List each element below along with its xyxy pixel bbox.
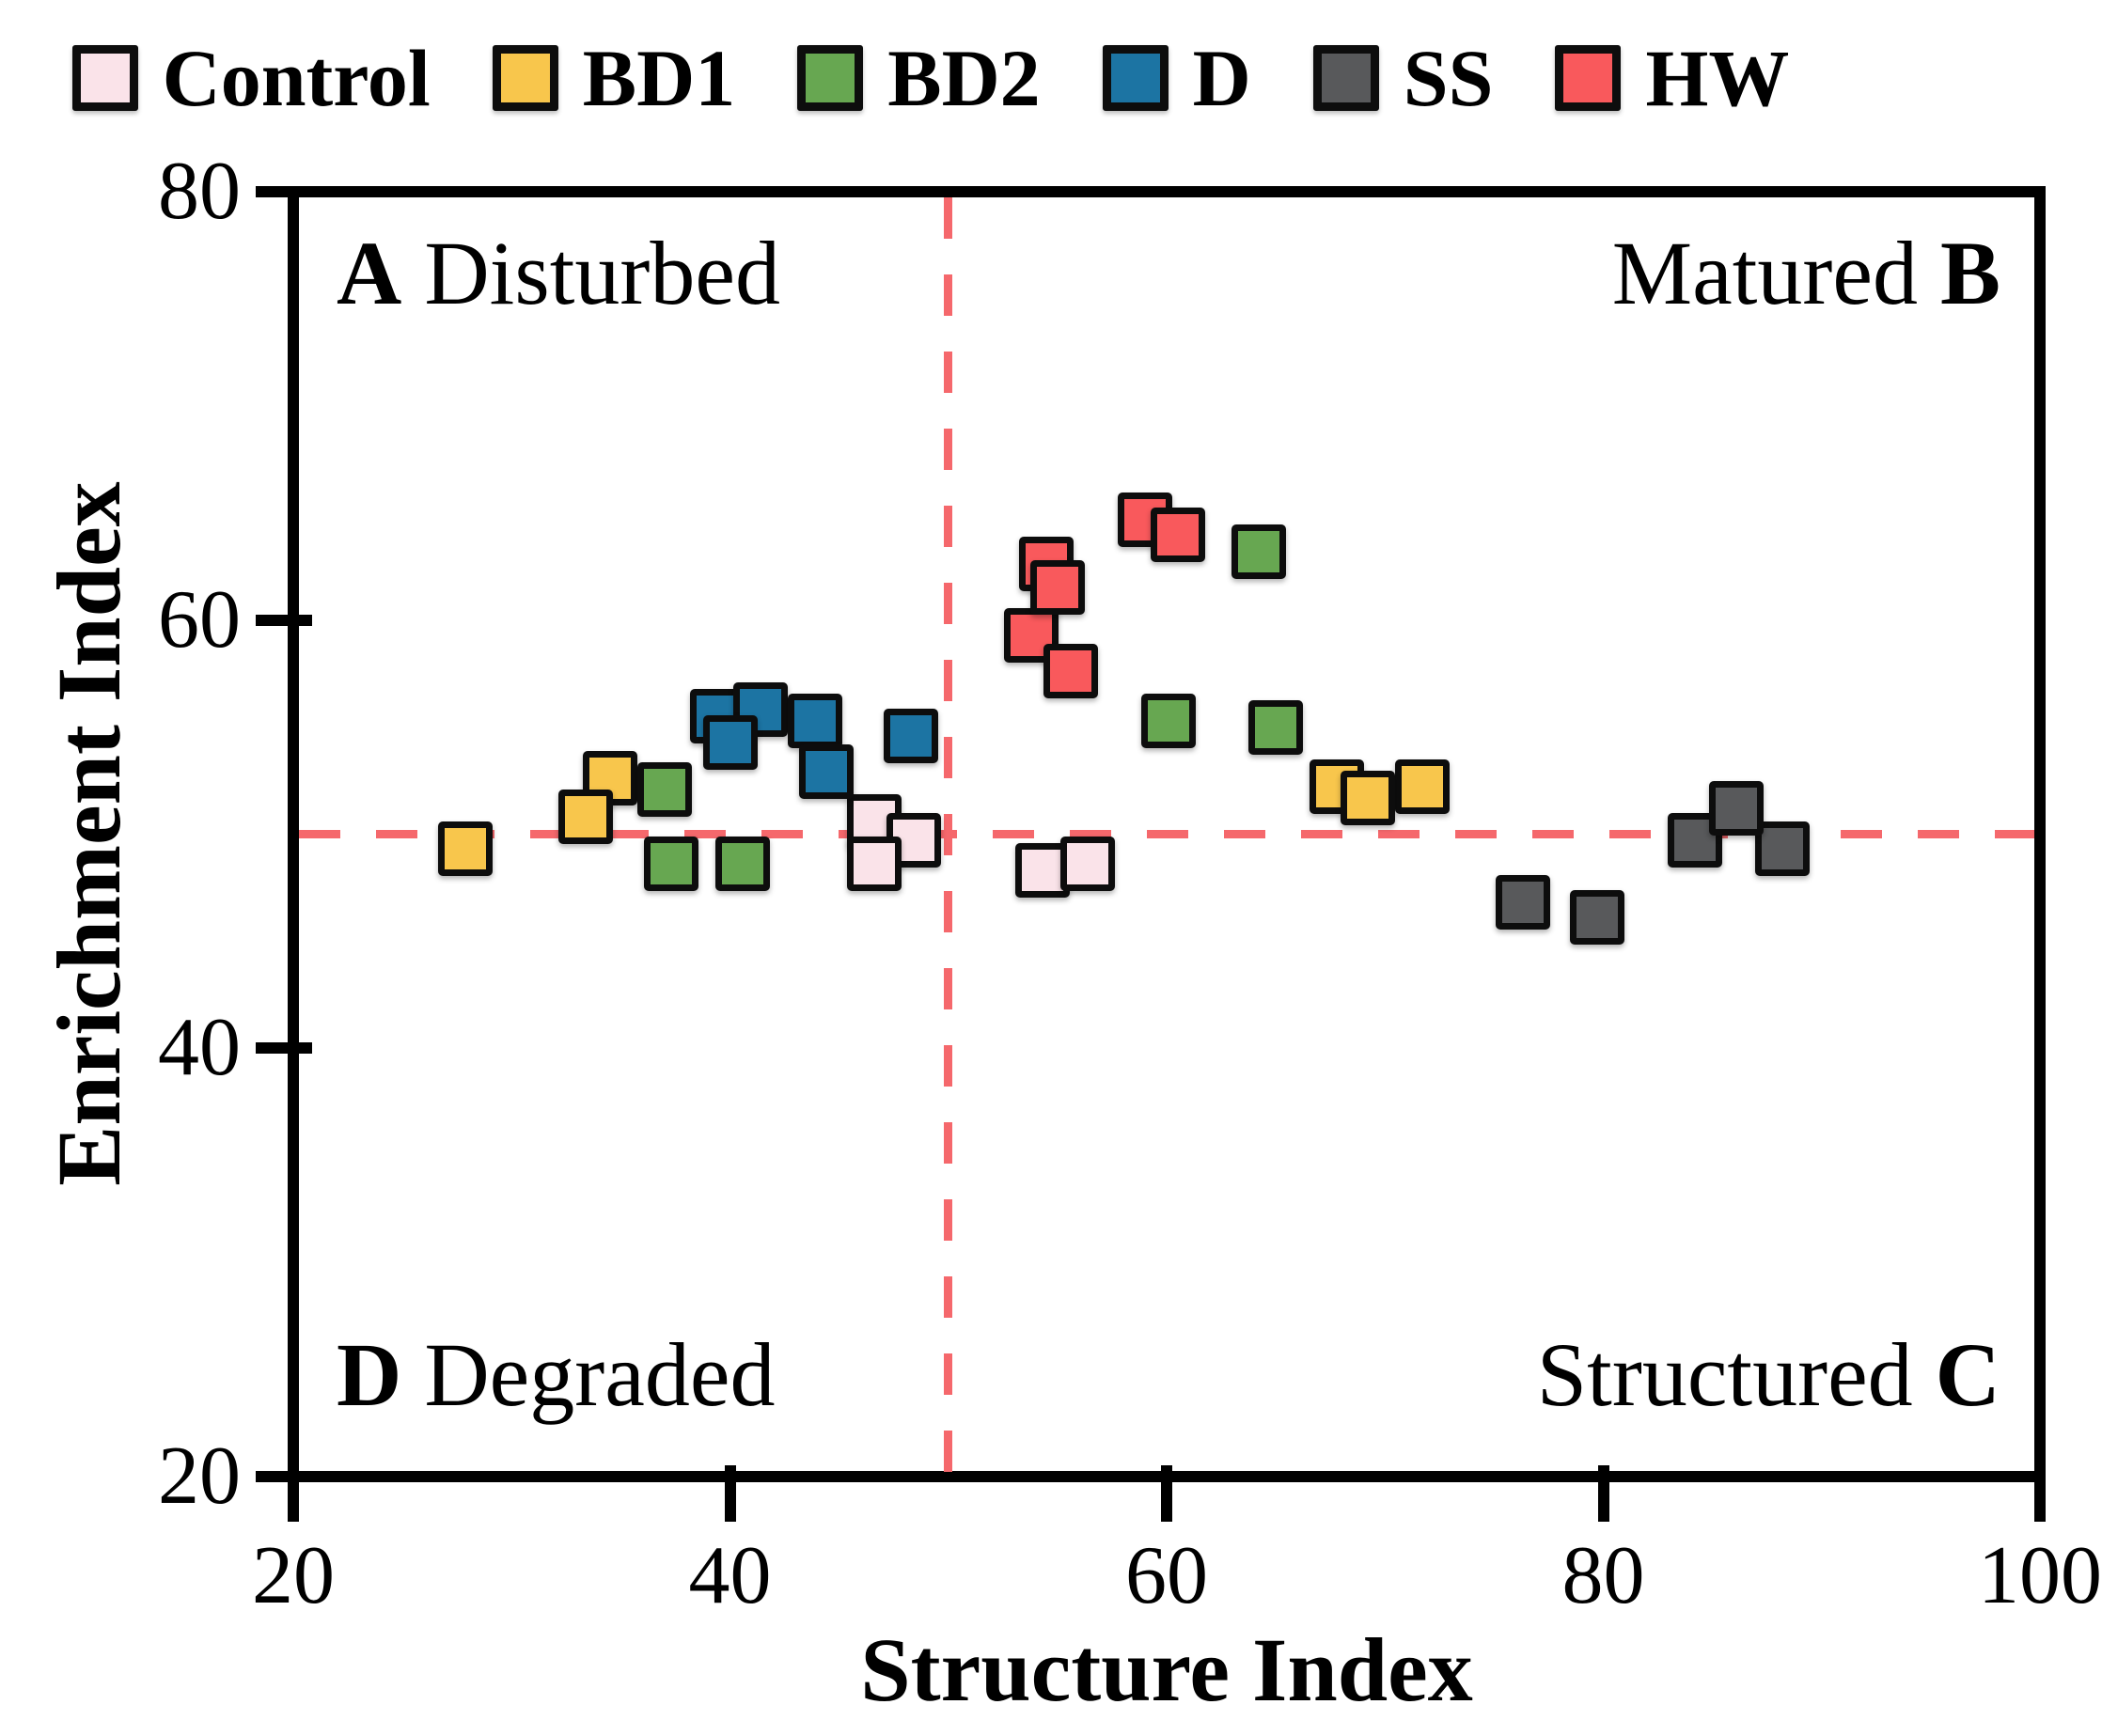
quadrant-letter: D — [337, 1324, 402, 1425]
y-axis-tick — [256, 1471, 312, 1482]
legend-swatch-control — [71, 45, 138, 111]
x-axis-title: Structure Index — [860, 1619, 1473, 1720]
data-point-hw — [1029, 560, 1085, 616]
y-tick-label: 20 — [158, 1431, 241, 1522]
data-point-ss — [1495, 875, 1550, 931]
legend-swatch-hw — [1555, 45, 1622, 111]
reference-line-vertical — [944, 197, 953, 1477]
data-point-d — [702, 714, 758, 770]
x-tick-label: 100 — [1978, 1530, 2102, 1621]
data-point-ss — [1569, 890, 1624, 946]
data-point-bd2 — [1141, 693, 1197, 748]
y-tick-label: 80 — [158, 146, 241, 237]
y-tick-label: 60 — [158, 573, 241, 665]
x-tick-label: 60 — [1125, 1530, 1208, 1621]
data-point-bd2 — [636, 761, 692, 817]
y-axis-tick — [256, 614, 312, 626]
legend-swatch-bd1 — [492, 45, 558, 111]
data-point-bd1 — [438, 821, 494, 877]
legend-swatch-ss — [1312, 45, 1379, 111]
quadrant-label-structured: Structured C — [1536, 1324, 2000, 1425]
legend-item: SS — [1312, 33, 1494, 123]
legend-label: HW — [1645, 33, 1790, 123]
y-tick-label: 40 — [158, 1002, 241, 1094]
quadrant-letter: B — [1939, 223, 2000, 323]
data-point-ss — [1709, 781, 1765, 837]
reference-line-horizontal — [299, 830, 2034, 838]
quadrant-letter: A — [337, 223, 402, 323]
legend-label: BD2 — [887, 33, 1041, 123]
x-tick-label: 20 — [252, 1530, 335, 1621]
quadrant-label-disturbed: A Disturbed — [337, 223, 780, 323]
data-point-control — [1060, 837, 1116, 892]
x-axis-tick — [724, 1465, 736, 1522]
x-axis-tick — [1597, 1465, 1609, 1522]
data-point-bd1 — [558, 790, 614, 845]
quadrant-letter: C — [1935, 1324, 2000, 1425]
data-point-d — [788, 693, 843, 748]
data-point-control — [846, 837, 902, 892]
legend-label: BD1 — [582, 33, 736, 123]
data-point-bd1 — [1394, 759, 1450, 815]
x-axis-tick — [2034, 1465, 2046, 1522]
quadrant-label-matured: Matured B — [1611, 223, 2000, 323]
legend-item: HW — [1555, 38, 1789, 118]
data-point-hw — [1150, 507, 1205, 562]
y-axis-tick — [256, 1042, 312, 1055]
data-point-d — [798, 744, 854, 800]
x-tick-label: 80 — [1561, 1530, 1645, 1621]
quadrant-label-degraded: D Degraded — [337, 1324, 776, 1425]
legend-item: BD1 — [492, 33, 736, 123]
data-point-d — [733, 682, 788, 738]
data-point-bd2 — [643, 837, 698, 892]
chart-legend: Control BD1 BD2 D SS HW — [0, 38, 1982, 118]
y-axis-title: Enrichment Index — [39, 481, 139, 1186]
data-point-d — [884, 708, 939, 763]
legend-label: SS — [1403, 33, 1494, 123]
x-axis-tick — [1161, 1465, 1172, 1522]
data-point-bd2 — [1231, 524, 1286, 579]
data-point-bd2 — [715, 837, 771, 892]
legend-item: Control — [71, 33, 431, 123]
legend-label: Control — [162, 33, 431, 123]
legend-label: D — [1192, 33, 1251, 123]
legend-swatch-d — [1102, 45, 1169, 111]
legend-item: BD2 — [797, 33, 1041, 123]
data-point-ss — [1668, 813, 1723, 868]
data-point-bd1 — [1340, 770, 1395, 825]
y-axis-tick — [256, 186, 312, 197]
x-tick-label: 40 — [688, 1530, 772, 1621]
data-point-hw — [1043, 644, 1098, 699]
data-point-bd2 — [1248, 699, 1304, 755]
data-point-ss — [1754, 821, 1810, 877]
legend-swatch-bd2 — [797, 45, 864, 111]
legend-item: D — [1102, 33, 1251, 123]
